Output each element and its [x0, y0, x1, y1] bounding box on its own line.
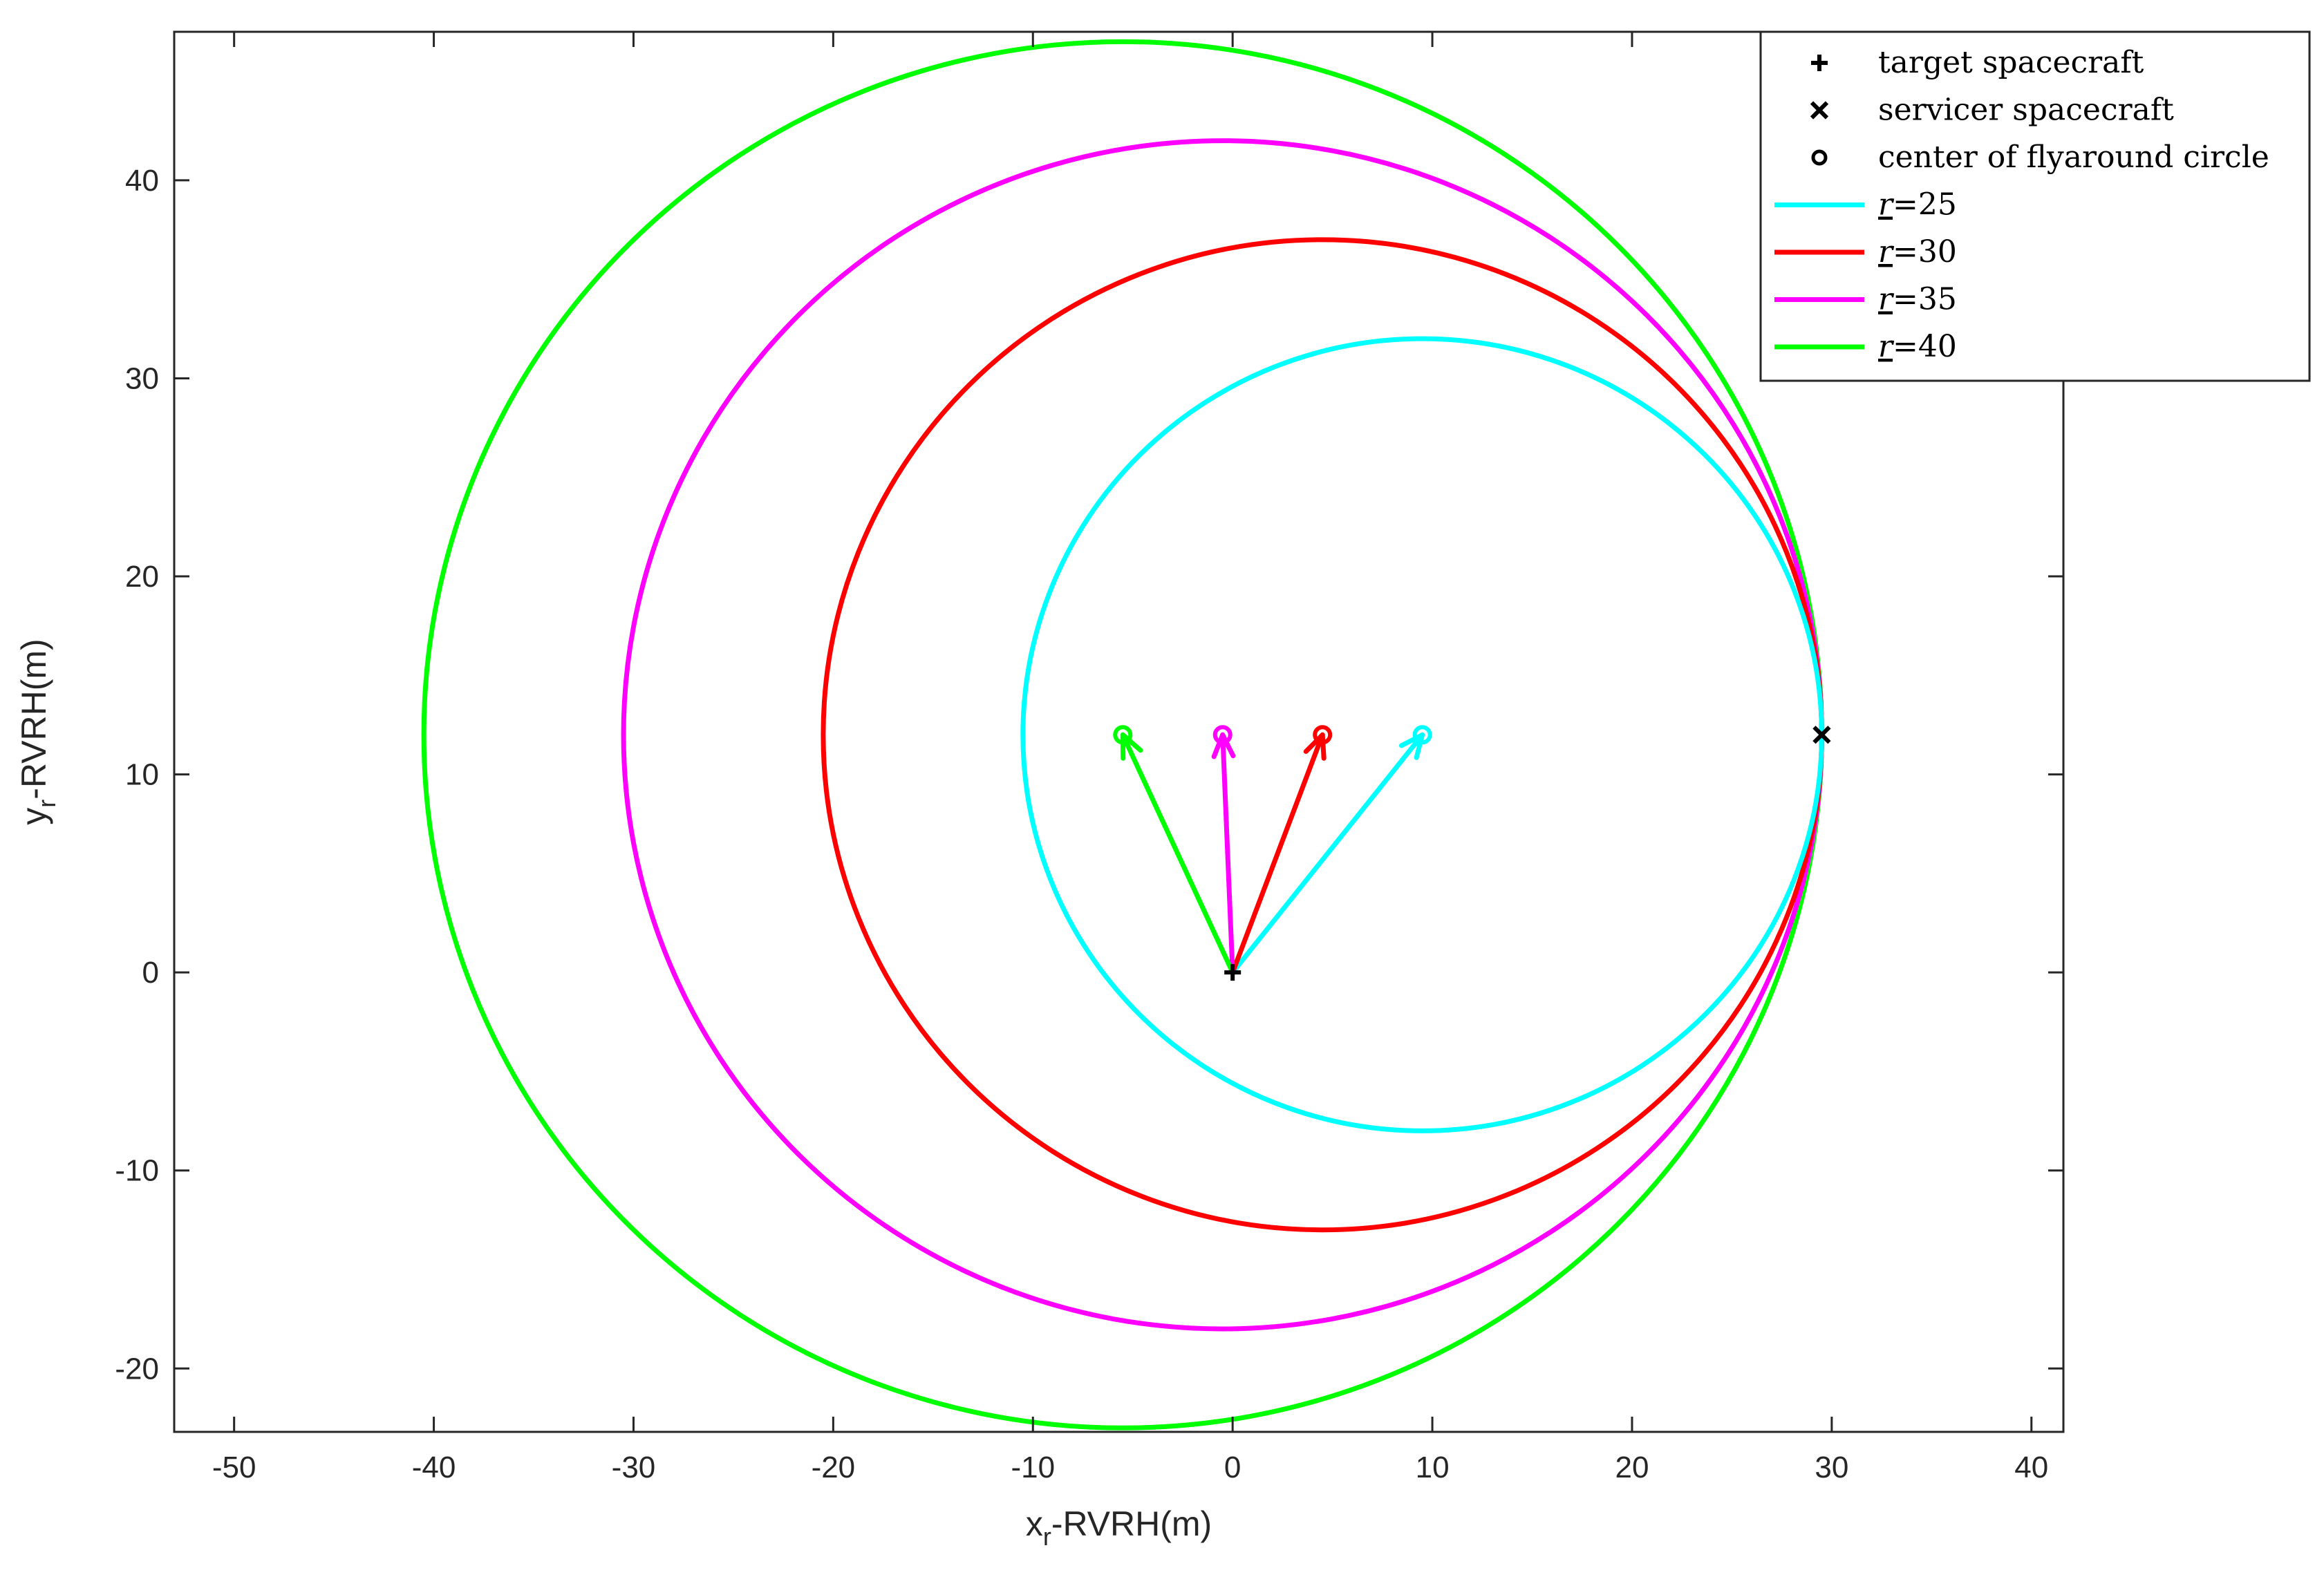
- y-axis-label-sub: r: [32, 800, 61, 808]
- y-tick-label: 30: [125, 361, 159, 395]
- center-marker-r30: [1313, 725, 1333, 745]
- x-tick-label: -20: [812, 1451, 856, 1484]
- x-axis-label-main: x: [1026, 1504, 1043, 1543]
- x-tick-label: -40: [412, 1451, 456, 1484]
- arrow-head-r25: [1398, 732, 1425, 760]
- x-tick-label: -10: [1011, 1451, 1055, 1484]
- legend-label-target: target spacecraft: [1878, 45, 2144, 80]
- legend-entry-r40: r=40: [1774, 329, 1957, 364]
- y-axis-label-rest: -RVRH(m): [15, 639, 53, 799]
- x-axis-label-sub: r: [1043, 1522, 1051, 1551]
- center-vector-r25: [1230, 732, 1425, 975]
- x-tick-label: 0: [1224, 1451, 1241, 1484]
- x-tick-label: 40: [2014, 1451, 2048, 1484]
- legend-entry-r25: r=25: [1774, 187, 1957, 223]
- x-tick-label: -30: [612, 1451, 656, 1484]
- legend: target spacecraft servicer spacecraft ce…: [1759, 30, 2311, 382]
- legend-label-center: center of flyaround circle: [1878, 140, 2269, 175]
- legend-entry-servicer: servicer spacecraft: [1810, 93, 2174, 128]
- x-tick-label: 10: [1416, 1451, 1450, 1484]
- legend-var-r30: r: [1878, 234, 1895, 270]
- x-axis-label: xr-RVRH(m): [1026, 1504, 1212, 1551]
- servicer-spacecraft-marker: [1812, 726, 1831, 744]
- legend-label-r40: r=40: [1878, 329, 1957, 364]
- plus-marker-icon: [1811, 55, 1828, 71]
- center-marker-r25: [1412, 725, 1432, 745]
- arrow-head-r35: [1211, 732, 1236, 759]
- y-axis-label-main: y: [15, 808, 53, 825]
- legend-eq-r40: =40: [1893, 329, 1957, 364]
- center-vector-r30: [1230, 732, 1325, 975]
- center-marker-r35: [1212, 725, 1233, 745]
- target-spacecraft-marker: [1224, 964, 1241, 981]
- y-tick-label: 10: [125, 758, 159, 792]
- marker-layer: [1113, 725, 1831, 981]
- y-tick-label: -10: [115, 1154, 159, 1188]
- legend-var-r40: r: [1878, 329, 1895, 364]
- legend-label-r25: r=25: [1878, 187, 1957, 223]
- y-tick-label: 0: [142, 956, 159, 990]
- legend-label-r35: r=35: [1878, 282, 1957, 317]
- y-tick-label: -20: [115, 1352, 159, 1386]
- legend-label-servicer: servicer spacecraft: [1878, 93, 2174, 128]
- arrow-head-r30: [1303, 732, 1327, 761]
- legend-eq-r30: =30: [1893, 234, 1957, 270]
- legend-label-r30: r=30: [1878, 234, 1957, 270]
- legend-var-r25: r: [1878, 187, 1895, 223]
- tick-layer: -50 -40 -30 -20 -10 0 10 20 30 40 -20 -10 0 10 20 30 40: [115, 32, 2063, 1484]
- center-marker-r40: [1113, 725, 1133, 745]
- legend-entry-r30: r=30: [1774, 234, 1957, 270]
- legend-entry-center: center of flyaround circle: [1811, 140, 2269, 175]
- arrow-head-r40: [1120, 732, 1143, 761]
- circle-marker-icon: [1811, 149, 1828, 166]
- y-tick-label: 40: [125, 164, 159, 198]
- x-axis-label-rest: -RVRH(m): [1051, 1504, 1212, 1543]
- x-tick-label: -50: [212, 1451, 256, 1484]
- x-tick-label: 30: [1815, 1451, 1848, 1484]
- x-marker-icon: [1810, 101, 1829, 120]
- plot-frame: [173, 30, 2065, 1433]
- center-vector-r40: [1120, 732, 1235, 975]
- legend-var-r35: r: [1878, 282, 1895, 317]
- x-tick-label: 20: [1615, 1451, 1649, 1484]
- legend-entry-target: target spacecraft: [1811, 45, 2144, 80]
- y-axis-label: yr-RVRH(m): [15, 639, 61, 824]
- legend-eq-r25: =25: [1893, 187, 1957, 223]
- center-vector-layer: [1120, 732, 1425, 975]
- legend-entry-r35: r=35: [1774, 282, 1957, 317]
- y-tick-label: 20: [125, 560, 159, 594]
- center-vector-r35: [1220, 732, 1235, 975]
- legend-eq-r35: =35: [1893, 282, 1957, 317]
